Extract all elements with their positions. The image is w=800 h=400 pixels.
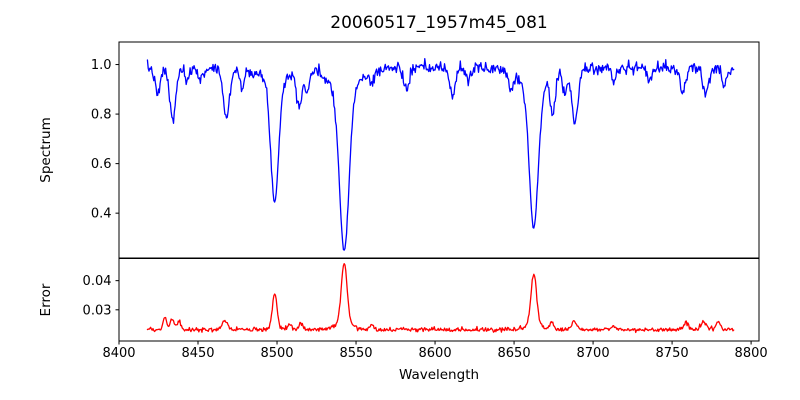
wavelength-axis-label: Wavelength <box>399 367 479 383</box>
x-tick-label: 8600 <box>419 346 452 361</box>
x-tick-label: 8500 <box>260 346 293 361</box>
panel-spine-error <box>118 258 760 342</box>
x-tick-label: 8450 <box>181 346 214 361</box>
x-tick-label: 8700 <box>577 346 610 361</box>
x-tick-label: 8550 <box>339 346 372 361</box>
panel-spine-spectrum <box>118 41 760 259</box>
y-tick-label: 0.6 <box>91 157 112 172</box>
chart-title: 20060517_1957m45_081 <box>330 13 547 33</box>
y-tick-label: 0.4 <box>91 207 112 222</box>
y-tick-label: 1.0 <box>91 58 112 73</box>
y-tick-label: 0.04 <box>83 274 112 289</box>
y-tick-label: 0.8 <box>91 108 112 123</box>
spectrum-line <box>146 58 735 251</box>
y-tick-label: 0.03 <box>83 303 112 318</box>
x-tick-label: 8800 <box>735 346 768 361</box>
error-axis-label: Error <box>38 283 54 316</box>
series-layer <box>146 58 735 334</box>
x-tick-label: 8750 <box>656 346 689 361</box>
spectrum-axis-label: Spectrum <box>38 117 54 182</box>
axes-layer: 1.0 0.8 0.6 0.4 0.04 0.03 8400 8450 8500 8550 8600… <box>83 41 768 361</box>
x-tick-label: 8650 <box>498 346 531 361</box>
error-line <box>146 263 735 334</box>
x-tick-label: 8400 <box>102 346 135 361</box>
